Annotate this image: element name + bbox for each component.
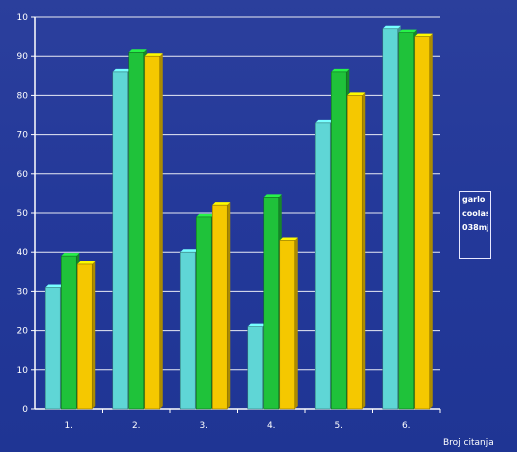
bar-top (144, 53, 163, 57)
bar-garlo-4 (247, 326, 264, 410)
bar-side (227, 202, 231, 409)
bar-top (263, 194, 282, 198)
x-tick-label: 6. (402, 421, 411, 431)
bar-top (247, 323, 266, 327)
y-tick-label: 80 (17, 91, 29, 101)
bar-top (112, 68, 131, 72)
footer-caption: Broj citanja (443, 438, 494, 448)
chart-axes (31, 16, 441, 413)
y-tick-label: 10 (17, 366, 29, 376)
bar-side (92, 260, 96, 409)
bar-top (398, 29, 417, 33)
bar-side (429, 33, 433, 409)
bar-coolas-6 (398, 32, 415, 410)
y-tick-label: 90 (17, 52, 29, 62)
bar-top (128, 49, 147, 53)
bar-group (44, 25, 433, 410)
bar-side (362, 92, 366, 410)
legend-item-series-3: 038mj (462, 223, 488, 232)
x-tick-label: 5. (334, 421, 343, 431)
bar-038mj-2 (144, 55, 161, 410)
bar-garlo-6 (382, 28, 399, 410)
bar-top (279, 237, 298, 241)
bar-top (331, 68, 350, 72)
bar-top (212, 202, 231, 206)
bar-top (77, 260, 96, 264)
bar-038mj-5 (346, 95, 363, 410)
y-tick-label: 40 (17, 248, 29, 258)
bar-top (196, 213, 215, 217)
y-tick-label: 50 (17, 209, 29, 219)
bar-coolas-1 (60, 255, 77, 410)
y-tick-label: 60 (17, 170, 29, 180)
bar-coolas-3 (195, 216, 212, 410)
bar-038mj-1 (76, 263, 93, 410)
x-tick-label: 1. (64, 421, 73, 431)
y-tick-label: 70 (17, 131, 29, 141)
y-tick-labels: 0 10 20 30 40 50 60 70 80 90 10 (17, 13, 29, 415)
legend-item-series-2: coolas (462, 209, 488, 218)
legend-item-series-1: garlo (462, 195, 486, 204)
bar-garlo-5 (314, 122, 331, 410)
bar-038mj-6 (414, 36, 431, 410)
bar-038mj-3 (211, 204, 228, 410)
y-tick-label: 30 (17, 287, 29, 297)
y-tick-label: 20 (17, 327, 29, 337)
bar-top (382, 25, 401, 29)
bar-coolas-2 (128, 51, 145, 410)
bar-garlo-3 (179, 251, 196, 410)
bar-coolas-4 (263, 197, 280, 410)
bar-top (414, 33, 433, 37)
bar-top (45, 284, 64, 288)
x-tick-label: 2. (132, 421, 141, 431)
bar-side (159, 53, 163, 409)
bar-garlo-1 (44, 287, 61, 410)
x-tick-label: 4. (267, 421, 276, 431)
bar-coolas-5 (330, 71, 347, 410)
grid-lines (35, 16, 440, 371)
bar-side (294, 237, 298, 409)
bar-top (347, 92, 366, 96)
bar-top (180, 249, 199, 253)
legend: garlo coolas 038mj (459, 191, 491, 259)
bar-top (315, 119, 334, 123)
x-tick-label: 3. (199, 421, 208, 431)
bar-garlo-2 (112, 71, 129, 410)
bar-top (61, 253, 80, 257)
bar-038mj-4 (279, 240, 296, 410)
x-tick-labels: 1. 2. 3. 4. 5. 6. (64, 421, 410, 431)
y-tick-label: 10 (17, 13, 29, 23)
y-tick-label: 0 (22, 405, 28, 415)
